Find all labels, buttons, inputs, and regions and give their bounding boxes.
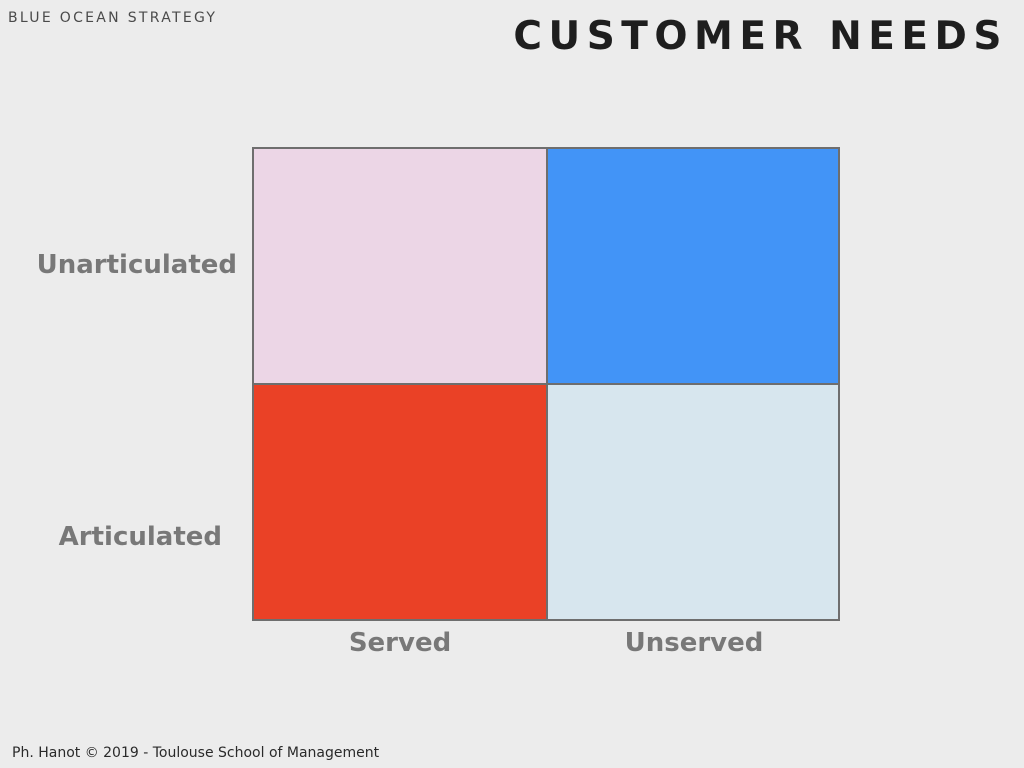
x-axis-label-unserved: Unserved [624,628,764,658]
y-axis-label-articulated: Articulated [58,522,222,552]
footer-credit: Ph. Hanot © 2019 - Toulouse School of Ma… [12,745,380,761]
quadrant-unarticulated-served [252,147,548,385]
quadrant-articulated-served [252,383,548,621]
x-axis-label-served: Served [348,628,452,658]
slide-kicker: BLUE OCEAN STRATEGY [8,10,218,26]
customer-needs-matrix [252,147,840,621]
y-axis-label-unarticulated: Unarticulated [36,250,237,280]
quadrant-articulated-unserved [546,383,840,621]
slide-title: CUSTOMER NEEDS [513,14,1008,59]
quadrant-unarticulated-unserved [546,147,840,385]
